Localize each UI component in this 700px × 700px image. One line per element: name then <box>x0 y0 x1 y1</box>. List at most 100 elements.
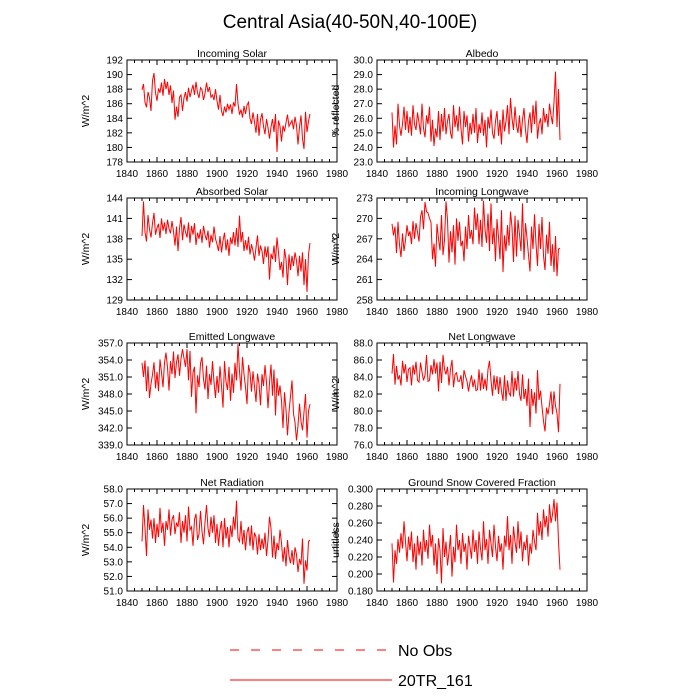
incoming-longwave-y-tick-label: 261 <box>356 275 373 286</box>
albedo-y-tick-label: 25.0 <box>354 128 374 139</box>
incoming-longwave-x-tick-label: 1860 <box>396 307 419 318</box>
incoming-longwave-y-tick-label: 264 <box>356 255 373 266</box>
incoming-solar-x-tick-label: 1980 <box>326 169 349 180</box>
albedo-y-tick-label: 30.0 <box>354 56 374 67</box>
absorbed-solar-x-tick-label: 1940 <box>266 307 289 318</box>
net-radiation-x-tick-label: 1840 <box>116 598 139 609</box>
net-longwave-y-axis-label: W/m^2 <box>330 378 342 411</box>
incoming-solar-y-tick-label: 192 <box>106 56 123 67</box>
ground-snow-covered-fraction-y-tick-label: 0.220 <box>348 553 373 564</box>
absorbed-solar-y-axis-label: W/m^2 <box>80 233 92 266</box>
net-radiation-y-tick-label: 55.0 <box>104 528 124 539</box>
figure-title: Central Asia(40-50N,40-100E) <box>223 12 478 33</box>
incoming-solar-x-tick-label: 1840 <box>116 169 139 180</box>
net-longwave-x-tick-label: 1840 <box>366 452 389 463</box>
ground-snow-covered-fraction-series-20tr-161 <box>391 499 561 584</box>
albedo-x-tick-label: 1880 <box>426 169 449 180</box>
albedo-y-axis-label: % reflected <box>330 85 342 138</box>
emitted-longwave-x-tick-label: 1980 <box>326 452 349 463</box>
albedo-x-tick-label: 1960 <box>546 169 569 180</box>
absorbed-solar-y-tick-label: 135 <box>106 255 123 266</box>
net-radiation-y-tick-label: 56.0 <box>104 514 124 525</box>
absorbed-solar-y-tick-label: 129 <box>106 296 123 307</box>
net-longwave-x-tick-label: 1980 <box>576 452 599 463</box>
emitted-longwave-title: Emitted Longwave <box>189 331 276 343</box>
panel-absorbed-solar: 1840 1860 1880 1900 1920 1940 1960 1980 129 132 13… <box>80 186 349 318</box>
net-radiation-y-tick-label: 58.0 <box>104 485 124 496</box>
incoming-longwave-y-tick-label: 273 <box>356 194 373 205</box>
incoming-solar-x-tick-label: 1860 <box>146 169 169 180</box>
net-longwave-y-tick-label: 80.0 <box>354 407 374 418</box>
panels: 1840 1860 1880 1900 1920 1940 1960 1980 178 180 18… <box>80 48 599 609</box>
incoming-longwave-x-tick-label: 1960 <box>546 307 569 318</box>
absorbed-solar-x-tick-label: 1900 <box>206 307 229 318</box>
panel-net-longwave: 1840 1860 1880 1900 1920 1940 1960 1980 76.0 78.0… <box>330 331 599 463</box>
net-radiation-plot-frame <box>126 488 338 592</box>
legend-no-obs-label: No Obs <box>398 643 452 660</box>
albedo-x-tick-label: 1840 <box>366 169 389 180</box>
emitted-longwave-y-tick-label: 348.0 <box>98 390 123 401</box>
albedo-y-tick-label: 24.0 <box>354 143 374 154</box>
incoming-longwave-y-tick-label: 267 <box>356 234 373 245</box>
albedo-x-tick-label: 1900 <box>456 169 479 180</box>
absorbed-solar-y-tick-label: 144 <box>106 194 123 205</box>
incoming-longwave-x-tick-label: 1980 <box>576 307 599 318</box>
net-radiation-title: Net Radiation <box>200 477 264 489</box>
ground-snow-covered-fraction-y-tick-label: 0.200 <box>348 570 373 581</box>
net-radiation-x-tick-label: 1960 <box>296 598 319 609</box>
panel-incoming-longwave: 1840 1860 1880 1900 1920 1940 1960 1980 258 261 26… <box>330 186 599 318</box>
incoming-solar-y-axis-label: W/m^2 <box>80 95 92 128</box>
incoming-longwave-x-tick-label: 1920 <box>486 307 509 318</box>
albedo-title: Albedo <box>466 48 499 60</box>
incoming-solar-y-tick-label: 190 <box>106 70 123 81</box>
albedo-x-tick-label: 1920 <box>486 169 509 180</box>
emitted-longwave-y-axis-label: W/m^2 <box>80 378 92 411</box>
albedo-x-tick-label: 1940 <box>516 169 539 180</box>
incoming-longwave-y-axis-label: W/m^2 <box>330 233 342 266</box>
net-longwave-y-tick-label: 84.0 <box>354 373 374 384</box>
emitted-longwave-x-tick-label: 1940 <box>266 452 289 463</box>
emitted-longwave-y-tick-label: 357.0 <box>98 339 123 350</box>
incoming-solar-x-tick-label: 1920 <box>236 169 259 180</box>
ground-snow-covered-fraction-x-tick-label: 1960 <box>546 598 569 609</box>
ground-snow-covered-fraction-y-tick-label: 0.280 <box>348 502 373 513</box>
net-radiation-y-tick-label: 54.0 <box>104 543 124 554</box>
panel-incoming-solar: 1840 1860 1880 1900 1920 1940 1960 1980 178 180 18… <box>80 48 349 180</box>
emitted-longwave-y-tick-label: 345.0 <box>98 407 123 418</box>
incoming-solar-y-tick-label: 184 <box>106 114 123 125</box>
absorbed-solar-x-tick-label: 1860 <box>146 307 169 318</box>
panel-net-radiation: 1840 1860 1880 1900 1920 1940 1960 1980 51.0 52.0… <box>80 477 349 609</box>
emitted-longwave-series-20tr-161 <box>141 344 311 441</box>
net-longwave-plot-frame <box>376 342 588 446</box>
absorbed-solar-x-tick-label: 1960 <box>296 307 319 318</box>
panel-emitted-longwave: 1840 1860 1880 1900 1920 1940 1960 1980 339.0 342… <box>80 331 349 463</box>
legend: No Obs 20TR_161 <box>230 643 473 690</box>
incoming-solar-x-tick-label: 1940 <box>266 169 289 180</box>
net-longwave-x-tick-label: 1900 <box>456 452 479 463</box>
net-longwave-y-tick-label: 86.0 <box>354 356 374 367</box>
albedo-y-tick-label: 26.0 <box>354 114 374 125</box>
ground-snow-covered-fraction-x-tick-label: 1880 <box>426 598 449 609</box>
incoming-solar-y-tick-label: 180 <box>106 143 123 154</box>
absorbed-solar-plot-frame <box>126 197 338 301</box>
albedo-x-tick-label: 1980 <box>576 169 599 180</box>
net-longwave-x-tick-label: 1940 <box>516 452 539 463</box>
absorbed-solar-series-20tr-161 <box>141 201 311 292</box>
incoming-longwave-y-tick-label: 270 <box>356 214 373 225</box>
net-longwave-y-tick-label: 78.0 <box>354 424 374 435</box>
albedo-y-tick-label: 28.0 <box>354 85 374 96</box>
net-radiation-y-tick-label: 53.0 <box>104 557 124 568</box>
ground-snow-covered-fraction-x-tick-label: 1860 <box>396 598 419 609</box>
net-longwave-y-tick-label: 76.0 <box>354 441 374 452</box>
net-radiation-y-tick-label: 51.0 <box>104 587 124 598</box>
absorbed-solar-title: Absorbed Solar <box>196 186 269 198</box>
net-longwave-x-tick-label: 1920 <box>486 452 509 463</box>
incoming-solar-x-tick-label: 1900 <box>206 169 229 180</box>
net-longwave-x-tick-label: 1860 <box>396 452 419 463</box>
panel-ground-snow-covered-fraction: 1840 1860 1880 1900 1920 1940 1960 1980 0.180 0.2… <box>330 477 599 609</box>
emitted-longwave-x-tick-label: 1880 <box>176 452 199 463</box>
net-radiation-x-tick-label: 1880 <box>176 598 199 609</box>
net-longwave-y-tick-label: 82.0 <box>354 390 374 401</box>
net-longwave-x-tick-label: 1880 <box>426 452 449 463</box>
